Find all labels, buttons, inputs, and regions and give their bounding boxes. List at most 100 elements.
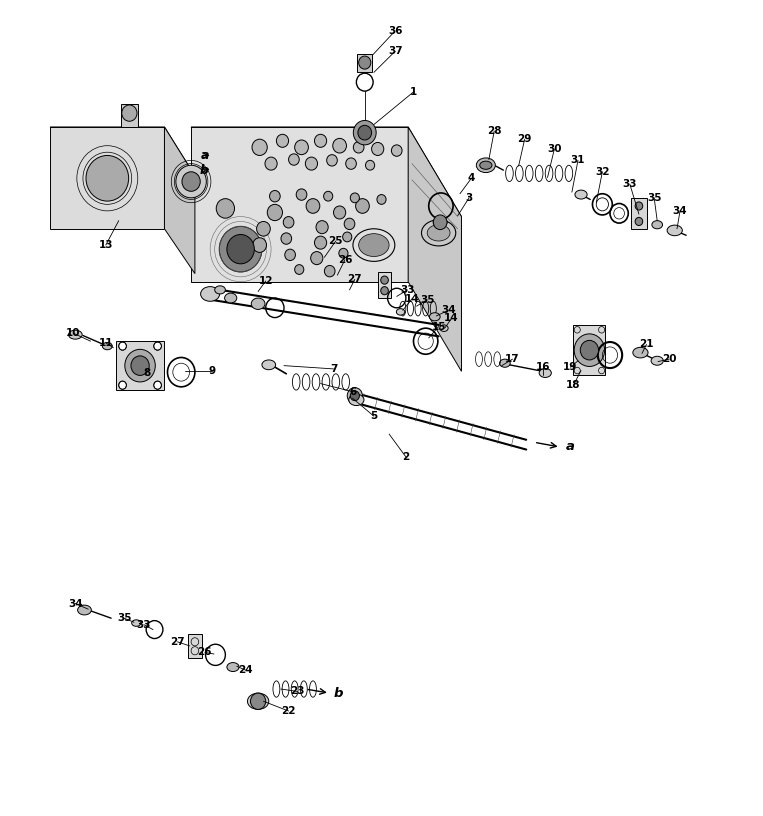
Polygon shape bbox=[50, 127, 195, 175]
Text: 31: 31 bbox=[571, 155, 585, 166]
Circle shape bbox=[256, 221, 270, 236]
Text: a: a bbox=[566, 440, 575, 453]
Text: 27: 27 bbox=[347, 274, 362, 284]
Circle shape bbox=[343, 232, 352, 242]
Text: 28: 28 bbox=[487, 126, 501, 136]
Circle shape bbox=[216, 198, 234, 218]
Ellipse shape bbox=[224, 293, 237, 303]
Circle shape bbox=[350, 391, 359, 401]
Ellipse shape bbox=[430, 313, 440, 321]
Circle shape bbox=[285, 249, 295, 260]
Ellipse shape bbox=[633, 348, 648, 358]
Text: 5: 5 bbox=[370, 411, 378, 421]
Polygon shape bbox=[191, 127, 408, 282]
Circle shape bbox=[276, 135, 288, 148]
Text: 30: 30 bbox=[547, 144, 562, 154]
Circle shape bbox=[575, 334, 604, 366]
Circle shape bbox=[219, 226, 262, 272]
Circle shape bbox=[381, 286, 388, 295]
Ellipse shape bbox=[439, 325, 448, 331]
Text: 4: 4 bbox=[468, 173, 475, 184]
Ellipse shape bbox=[500, 359, 510, 367]
Text: 13: 13 bbox=[98, 240, 113, 250]
Text: 18: 18 bbox=[566, 380, 581, 390]
Ellipse shape bbox=[651, 357, 663, 366]
Circle shape bbox=[227, 234, 254, 264]
Circle shape bbox=[327, 155, 337, 166]
Circle shape bbox=[281, 233, 291, 244]
Circle shape bbox=[365, 161, 375, 170]
Text: 15: 15 bbox=[431, 322, 446, 331]
Circle shape bbox=[356, 198, 369, 213]
Text: b: b bbox=[200, 164, 208, 176]
Circle shape bbox=[350, 193, 359, 202]
Ellipse shape bbox=[652, 220, 662, 228]
Text: 33: 33 bbox=[623, 179, 637, 189]
Text: 19: 19 bbox=[563, 362, 578, 372]
Circle shape bbox=[314, 135, 327, 148]
Circle shape bbox=[86, 156, 129, 201]
Text: b: b bbox=[333, 686, 343, 699]
Ellipse shape bbox=[102, 343, 112, 350]
Circle shape bbox=[324, 191, 333, 201]
Ellipse shape bbox=[427, 224, 450, 241]
Circle shape bbox=[344, 218, 355, 229]
Text: 36: 36 bbox=[388, 26, 402, 36]
Ellipse shape bbox=[201, 286, 220, 301]
Circle shape bbox=[267, 204, 282, 220]
Circle shape bbox=[119, 342, 127, 350]
Circle shape bbox=[635, 217, 642, 225]
Circle shape bbox=[433, 215, 447, 229]
Circle shape bbox=[311, 251, 323, 264]
Polygon shape bbox=[165, 127, 195, 273]
Ellipse shape bbox=[78, 605, 92, 615]
Text: 26: 26 bbox=[198, 647, 212, 658]
Circle shape bbox=[333, 139, 346, 153]
Text: 14: 14 bbox=[444, 313, 459, 323]
Ellipse shape bbox=[667, 225, 682, 236]
Ellipse shape bbox=[247, 693, 269, 709]
Text: 26: 26 bbox=[338, 255, 353, 264]
Text: 10: 10 bbox=[66, 328, 80, 338]
Text: 8: 8 bbox=[143, 368, 150, 378]
Text: 20: 20 bbox=[662, 354, 677, 364]
Circle shape bbox=[182, 171, 200, 191]
Ellipse shape bbox=[575, 190, 588, 199]
Text: 11: 11 bbox=[98, 338, 113, 348]
Circle shape bbox=[316, 220, 328, 233]
Polygon shape bbox=[50, 127, 165, 228]
Circle shape bbox=[372, 143, 384, 156]
Text: 32: 32 bbox=[595, 166, 610, 177]
Text: 29: 29 bbox=[517, 134, 532, 144]
Text: 14: 14 bbox=[404, 294, 420, 304]
Bar bbox=[378, 272, 391, 298]
Circle shape bbox=[296, 188, 307, 200]
Circle shape bbox=[175, 166, 206, 197]
Ellipse shape bbox=[251, 298, 265, 309]
Text: 35: 35 bbox=[647, 193, 662, 203]
Bar bbox=[574, 325, 605, 375]
Ellipse shape bbox=[132, 620, 141, 627]
Circle shape bbox=[347, 388, 362, 404]
Circle shape bbox=[339, 248, 348, 258]
Circle shape bbox=[283, 216, 294, 228]
Circle shape bbox=[125, 349, 156, 382]
Circle shape bbox=[359, 56, 371, 69]
Ellipse shape bbox=[476, 158, 495, 172]
Text: 25: 25 bbox=[329, 236, 343, 246]
Circle shape bbox=[265, 157, 277, 170]
Text: a: a bbox=[201, 149, 209, 162]
Ellipse shape bbox=[214, 286, 225, 294]
Circle shape bbox=[381, 276, 388, 284]
Circle shape bbox=[377, 194, 386, 204]
Circle shape bbox=[346, 158, 356, 169]
Ellipse shape bbox=[69, 330, 82, 339]
Circle shape bbox=[131, 356, 150, 375]
Circle shape bbox=[269, 190, 280, 202]
Ellipse shape bbox=[433, 217, 447, 228]
Ellipse shape bbox=[262, 360, 275, 370]
Circle shape bbox=[353, 142, 364, 153]
Circle shape bbox=[391, 145, 402, 157]
Circle shape bbox=[295, 264, 304, 274]
Text: 35: 35 bbox=[420, 295, 434, 304]
